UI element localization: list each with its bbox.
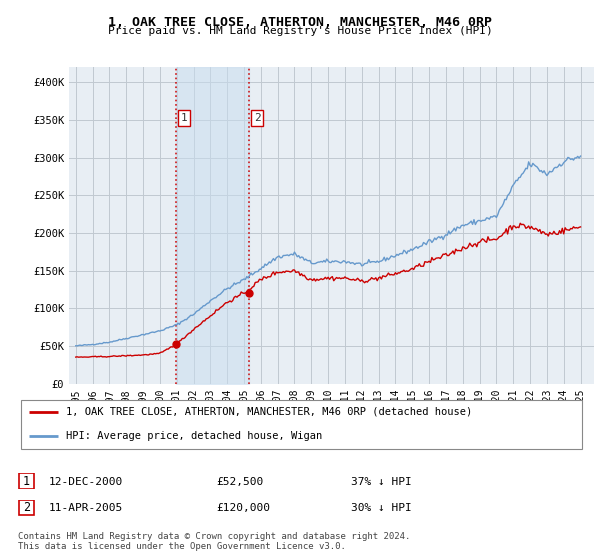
Text: Contains HM Land Registry data © Crown copyright and database right 2024.
This d: Contains HM Land Registry data © Crown c…	[18, 532, 410, 552]
Text: 1, OAK TREE CLOSE, ATHERTON, MANCHESTER, M46 0RP: 1, OAK TREE CLOSE, ATHERTON, MANCHESTER,…	[108, 16, 492, 29]
Text: 2: 2	[254, 113, 260, 123]
Text: £52,500: £52,500	[216, 477, 263, 487]
Text: 30% ↓ HPI: 30% ↓ HPI	[351, 503, 412, 514]
Text: 1: 1	[181, 113, 188, 123]
Text: £120,000: £120,000	[216, 503, 270, 514]
Text: 37% ↓ HPI: 37% ↓ HPI	[351, 477, 412, 487]
Text: 12-DEC-2000: 12-DEC-2000	[49, 477, 124, 487]
Text: 1, OAK TREE CLOSE, ATHERTON, MANCHESTER, M46 0RP (detached house): 1, OAK TREE CLOSE, ATHERTON, MANCHESTER,…	[66, 407, 472, 417]
FancyBboxPatch shape	[19, 474, 34, 488]
Text: 1: 1	[23, 474, 30, 488]
FancyBboxPatch shape	[19, 501, 34, 515]
Text: 2: 2	[23, 501, 30, 515]
FancyBboxPatch shape	[21, 400, 582, 449]
Text: HPI: Average price, detached house, Wigan: HPI: Average price, detached house, Wiga…	[66, 431, 322, 441]
Text: 11-APR-2005: 11-APR-2005	[49, 503, 124, 514]
Text: Price paid vs. HM Land Registry's House Price Index (HPI): Price paid vs. HM Land Registry's House …	[107, 26, 493, 36]
